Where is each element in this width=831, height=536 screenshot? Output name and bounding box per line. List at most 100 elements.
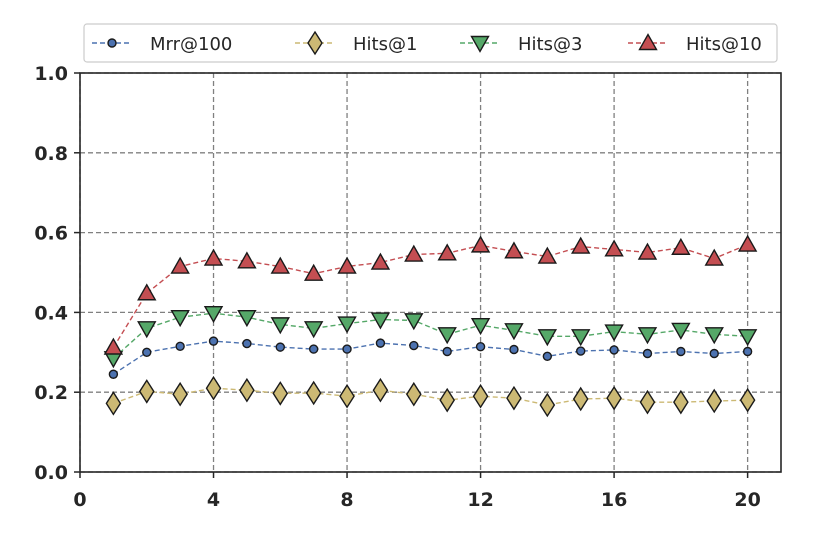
data-point — [439, 387, 456, 413]
data-point — [205, 375, 222, 401]
data-point — [637, 242, 658, 260]
series-hits-3 — [103, 305, 758, 369]
x-tick-label: 20 — [734, 489, 760, 511]
data-point — [571, 236, 591, 254]
data-point — [673, 389, 689, 415]
series-layer — [103, 234, 758, 418]
y-tick-label: 1.0 — [34, 63, 68, 85]
data-point — [739, 387, 756, 413]
legend-label: Hits@3 — [518, 34, 582, 55]
data-point — [404, 313, 424, 331]
data-point — [604, 324, 624, 342]
data-point — [275, 342, 285, 352]
x-tick-label: 0 — [73, 489, 86, 511]
data-point — [742, 346, 753, 357]
legend-marker — [307, 30, 323, 56]
data-point — [172, 381, 188, 407]
data-point — [537, 329, 558, 347]
data-point — [370, 312, 391, 330]
data-point — [272, 381, 289, 406]
data-point — [506, 385, 522, 411]
data-point — [437, 243, 457, 261]
data-point — [175, 341, 185, 352]
plot-frame — [79, 72, 782, 473]
series-mrr-100 — [108, 336, 753, 379]
data-point — [137, 283, 157, 301]
data-point — [475, 342, 486, 352]
y-tick-label: 0.2 — [34, 382, 68, 404]
data-point — [337, 256, 357, 274]
data-point — [704, 248, 724, 266]
data-point — [138, 379, 155, 404]
data-point — [305, 380, 322, 406]
data-point — [671, 237, 691, 255]
data-point — [203, 305, 224, 324]
data-point — [405, 381, 422, 407]
legend-entry-hits-10: Hits@10 — [628, 33, 762, 55]
data-point — [339, 383, 355, 409]
data-point — [203, 248, 224, 266]
data-point — [270, 317, 290, 335]
data-point — [671, 322, 691, 340]
data-point — [372, 377, 389, 403]
legend-marker — [470, 35, 490, 53]
data-point — [571, 329, 591, 347]
data-point — [706, 388, 723, 414]
legend-label: Hits@1 — [353, 34, 417, 55]
data-point — [242, 338, 252, 349]
data-point — [404, 244, 424, 262]
y-tick-label: 0.8 — [34, 143, 68, 165]
data-point — [237, 251, 257, 269]
data-point — [737, 329, 758, 347]
series-hits-10 — [103, 234, 758, 355]
data-point — [509, 344, 519, 355]
y-tick-label: 0.4 — [34, 302, 68, 324]
data-point — [639, 389, 656, 415]
x-tick-label: 16 — [601, 489, 627, 511]
data-point — [642, 348, 653, 359]
data-point — [137, 321, 157, 339]
data-point — [604, 239, 624, 257]
data-point — [704, 327, 724, 345]
data-point — [370, 252, 391, 270]
data-point — [170, 309, 190, 328]
data-point — [105, 391, 122, 416]
data-point — [572, 386, 589, 412]
data-point — [637, 327, 658, 345]
data-point — [609, 345, 619, 355]
data-point — [437, 327, 457, 345]
series-hits-1 — [105, 375, 756, 418]
data-point — [375, 338, 386, 348]
data-point — [537, 246, 558, 264]
data-point — [170, 256, 190, 274]
x-tick-label: 4 — [207, 489, 220, 511]
y-tick-label: 0.0 — [34, 462, 68, 484]
y-tick-label: 0.6 — [34, 223, 68, 245]
data-point — [303, 321, 324, 339]
data-point — [308, 344, 319, 354]
legend-entry-hits-3: Hits@3 — [460, 34, 582, 55]
legend-box — [83, 23, 778, 63]
data-point — [539, 392, 556, 418]
data-point — [504, 241, 524, 259]
data-point — [237, 309, 257, 328]
data-point — [342, 344, 352, 354]
legend: Mrr@100 Hits@1 Hits@3 Hits@10 — [83, 23, 778, 63]
data-point — [208, 336, 219, 346]
data-point — [303, 263, 324, 281]
data-point — [270, 256, 290, 274]
legend-entry-hits-1: Hits@1 — [295, 30, 417, 56]
legend-marker — [107, 38, 117, 48]
data-point — [442, 346, 452, 357]
data-point — [576, 346, 586, 356]
data-point — [470, 317, 491, 336]
data-point — [737, 234, 758, 252]
data-point — [709, 348, 719, 359]
data-point — [542, 351, 553, 361]
data-point — [142, 347, 152, 357]
data-point — [409, 340, 419, 351]
axis-layer: 0 4 8 12 16 20 0.0 0.2 0.4 0.6 0.8 1.0 — [34, 63, 761, 511]
series-line — [112, 312, 748, 359]
data-point — [103, 337, 124, 355]
